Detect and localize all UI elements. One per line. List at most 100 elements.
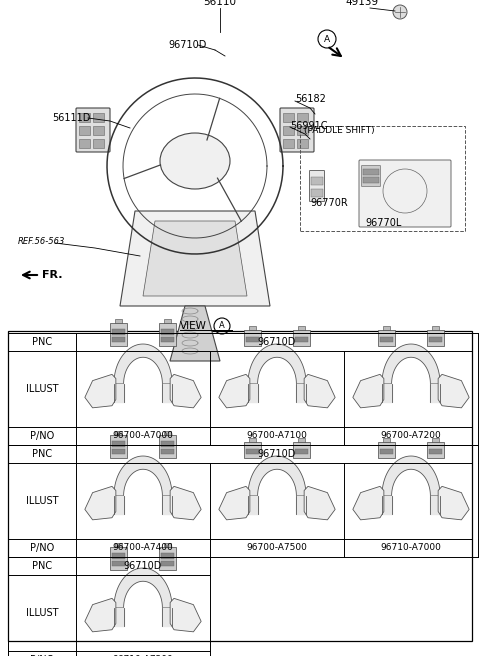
Bar	[112, 554, 125, 559]
Bar	[311, 189, 323, 197]
Text: 96770L: 96770L	[365, 218, 401, 228]
Bar	[432, 438, 439, 442]
Text: 96710D: 96710D	[124, 561, 162, 571]
Bar	[283, 113, 294, 122]
Bar	[112, 441, 125, 447]
Bar	[297, 113, 308, 122]
Bar	[297, 139, 308, 148]
Text: 49139: 49139	[345, 0, 378, 7]
Bar	[158, 547, 176, 570]
Polygon shape	[85, 486, 116, 520]
Text: 56111D: 56111D	[52, 113, 90, 123]
Bar	[93, 113, 104, 122]
Bar	[297, 126, 308, 135]
Text: FR.: FR.	[42, 270, 62, 280]
Bar	[112, 449, 125, 454]
Text: ILLUST: ILLUST	[26, 496, 58, 506]
Polygon shape	[248, 456, 306, 496]
Text: PNC: PNC	[32, 449, 52, 459]
Text: 56991C: 56991C	[290, 121, 327, 131]
Bar	[110, 547, 128, 570]
Text: ILLUST: ILLUST	[26, 384, 58, 394]
Polygon shape	[85, 375, 116, 408]
Bar	[112, 561, 125, 566]
Bar	[429, 449, 442, 454]
Bar	[300, 126, 465, 231]
Polygon shape	[438, 486, 469, 520]
Bar	[384, 326, 390, 331]
Polygon shape	[114, 344, 172, 384]
FancyBboxPatch shape	[359, 160, 451, 227]
Bar	[93, 126, 104, 135]
Bar	[164, 543, 171, 547]
Bar	[161, 441, 174, 447]
Polygon shape	[353, 375, 384, 408]
Text: P/NO: P/NO	[30, 543, 54, 553]
Text: 96710D: 96710D	[258, 337, 296, 347]
FancyBboxPatch shape	[280, 108, 314, 152]
Bar	[432, 326, 439, 331]
Text: PNC: PNC	[32, 337, 52, 347]
Polygon shape	[170, 598, 201, 632]
Bar	[363, 177, 379, 183]
Bar	[246, 449, 259, 454]
Polygon shape	[85, 598, 116, 632]
Bar	[298, 326, 305, 331]
Bar	[158, 435, 176, 458]
Bar	[378, 331, 396, 346]
Bar	[110, 435, 128, 458]
Bar	[115, 319, 122, 323]
Polygon shape	[143, 221, 247, 296]
Bar	[112, 337, 125, 342]
Text: A: A	[219, 321, 225, 331]
Polygon shape	[248, 344, 306, 384]
Bar	[427, 331, 444, 346]
Polygon shape	[219, 486, 250, 520]
Polygon shape	[438, 375, 469, 408]
Bar	[363, 169, 379, 175]
Text: A: A	[324, 35, 330, 43]
Polygon shape	[219, 375, 250, 408]
Bar	[249, 326, 256, 331]
Bar	[295, 337, 308, 342]
Bar	[161, 554, 174, 559]
Text: ILLUST: ILLUST	[26, 608, 58, 618]
Bar	[110, 323, 128, 346]
Bar	[79, 113, 90, 122]
Bar	[283, 139, 294, 148]
Bar	[161, 337, 174, 342]
Polygon shape	[304, 375, 335, 408]
Bar	[161, 449, 174, 454]
Polygon shape	[120, 211, 270, 306]
FancyBboxPatch shape	[310, 171, 324, 201]
Text: 56182: 56182	[295, 94, 326, 104]
Bar	[427, 442, 444, 458]
FancyBboxPatch shape	[76, 108, 110, 152]
Polygon shape	[353, 486, 384, 520]
Polygon shape	[304, 486, 335, 520]
Polygon shape	[170, 375, 201, 408]
Text: VIEW: VIEW	[180, 321, 207, 331]
Bar	[378, 442, 396, 458]
Bar	[283, 126, 294, 135]
Bar	[161, 329, 174, 335]
Bar	[164, 319, 171, 323]
Circle shape	[393, 5, 407, 19]
Bar	[298, 438, 305, 442]
Polygon shape	[114, 568, 172, 607]
Text: 56110: 56110	[204, 0, 237, 7]
Text: REF.56-563: REF.56-563	[18, 237, 65, 245]
Text: 96700-A7400: 96700-A7400	[113, 544, 173, 552]
Bar	[380, 337, 393, 342]
Text: (PADDLE SHIFT): (PADDLE SHIFT)	[304, 127, 374, 136]
Bar	[115, 543, 122, 547]
Bar	[158, 323, 176, 346]
Polygon shape	[382, 456, 440, 496]
Bar	[384, 438, 390, 442]
Text: 96700-A7500: 96700-A7500	[247, 544, 307, 552]
Text: P/NO: P/NO	[30, 431, 54, 441]
Bar	[311, 177, 323, 185]
Polygon shape	[382, 344, 440, 384]
Text: PNC: PNC	[32, 561, 52, 571]
Text: 96700-A7100: 96700-A7100	[247, 432, 307, 440]
